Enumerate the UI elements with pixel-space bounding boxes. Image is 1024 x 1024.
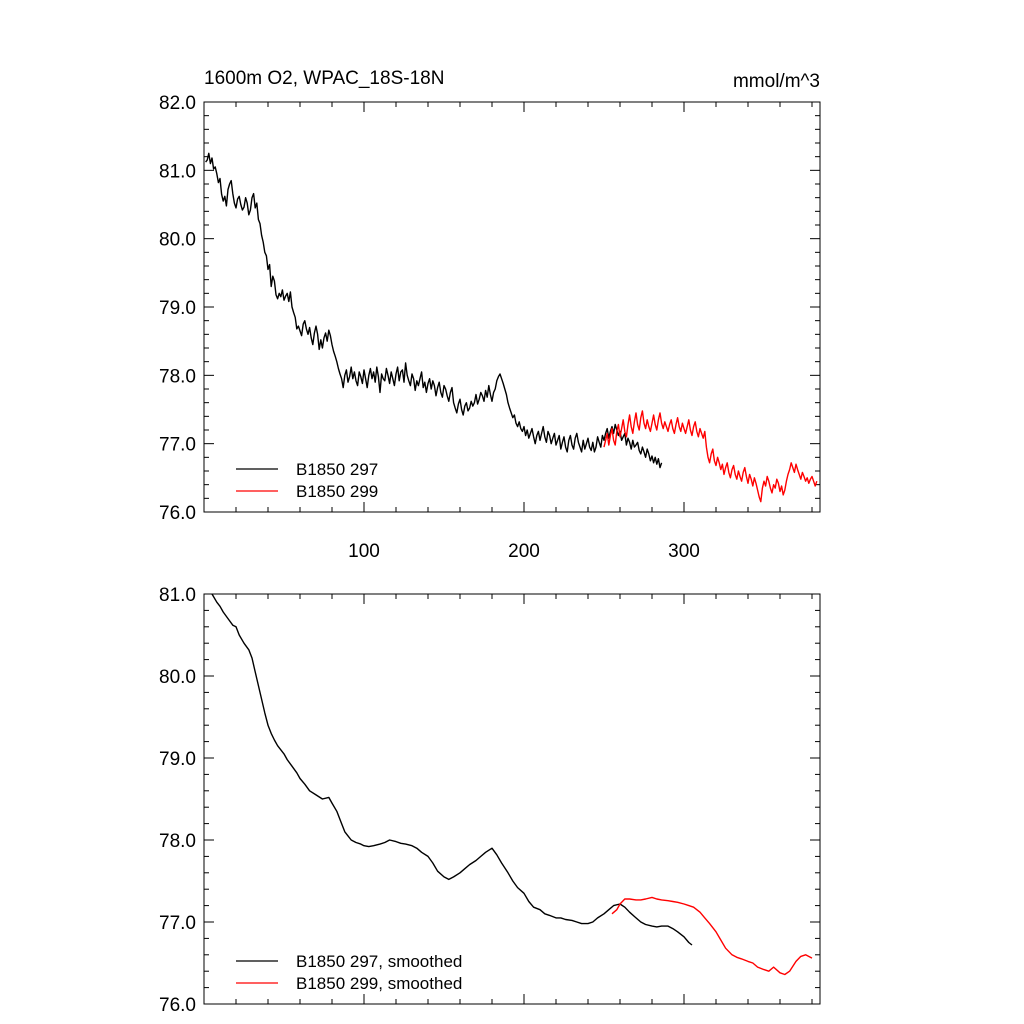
top-y-tick-label: 77.0 [159, 435, 196, 456]
legend-label-299-smoothed: B1850 299, smoothed [296, 974, 462, 993]
top-y-tick-label: 81.0 [159, 161, 196, 182]
legend-label-299: B1850 299 [296, 482, 378, 501]
bottom-y-tick-label: 79.0 [159, 749, 196, 770]
chart-title: 1600m O2, WPAC_18S-18N [204, 68, 444, 89]
top-y-tick-label: 82.0 [159, 93, 196, 114]
bottom-axes-ticks: 76.0 77.0 78.0 79.0 80.0 81.0 [159, 585, 820, 1016]
top-y-tick-label: 80.0 [159, 230, 196, 251]
units-label: mmol/m^3 [733, 71, 820, 92]
top-axes-ticks: 76.0 77.0 78.0 79.0 80.0 81.0 82.0 100 200 300 [159, 93, 820, 562]
top-y-tick-label: 76.0 [159, 503, 196, 524]
top-y-tick-label: 78.0 [159, 366, 196, 387]
legend-label-297-smoothed: B1850 297, smoothed [296, 952, 462, 971]
top-x-tick-label: 200 [508, 541, 540, 562]
bottom-panel: 76.0 77.0 78.0 79.0 80.0 81.0 B1850 297, smoo… [159, 585, 821, 1016]
bottom-y-tick-label: 80.0 [159, 667, 196, 688]
top-plot-frame [203, 101, 821, 513]
legend-label-297: B1850 297 [296, 460, 378, 479]
bottom-series-b1850-297-smoothed [211, 593, 693, 946]
top-series-b1850-297 [205, 152, 663, 469]
bottom-series-lines [211, 593, 813, 976]
bottom-series-b1850-299-smoothed [611, 896, 813, 976]
bottom-plot-frame [203, 593, 821, 1005]
top-x-tick-label: 300 [668, 541, 700, 562]
bottom-y-tick-label: 76.0 [159, 995, 196, 1016]
top-x-tick-label: 100 [348, 541, 380, 562]
bottom-y-tick-label: 78.0 [159, 831, 196, 852]
top-series-b1850-299 [603, 410, 818, 503]
top-legend: B1850 297 B1850 299 [236, 460, 378, 501]
bottom-y-tick-label: 81.0 [159, 585, 196, 606]
bottom-legend: B1850 297, smoothed B1850 299, smoothed [236, 952, 462, 993]
bottom-y-tick-label: 77.0 [159, 913, 196, 934]
top-panel: 1600m O2, WPAC_18S-18N mmol/m^3 76.0 77.0… [159, 68, 821, 562]
top-y-tick-label: 79.0 [159, 298, 196, 319]
top-series-lines [205, 152, 818, 503]
